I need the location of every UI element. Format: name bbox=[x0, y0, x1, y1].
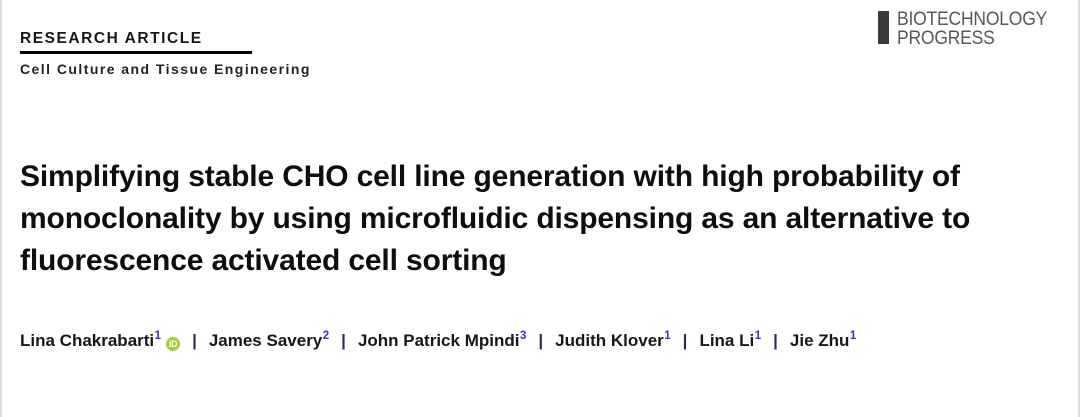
article-title: Simplifying stable CHO cell line generat… bbox=[20, 160, 971, 278]
author-name[interactable]: Judith Klover bbox=[555, 331, 664, 350]
author-entry[interactable]: Judith Klover1 bbox=[555, 331, 671, 350]
journal-logo-line-2: PROGRESS bbox=[896, 27, 995, 49]
author-affiliation-marker[interactable]: 2 bbox=[322, 330, 330, 343]
author-entry[interactable]: Jie Zhu1 bbox=[790, 331, 856, 350]
author-separator: | bbox=[773, 331, 778, 350]
article-type-rule bbox=[20, 51, 252, 55]
author-separator: | bbox=[538, 331, 544, 350]
author-name[interactable]: John Patrick Mpindi bbox=[357, 331, 520, 350]
author-affiliation-marker[interactable]: 1 bbox=[849, 330, 857, 343]
author-list: Lina Chakrabarti1iD | James Savery2 | John P… bbox=[20, 324, 1050, 357]
article-type-block: RESEARCH ARTICLE Cell Culture and Tissue… bbox=[20, 30, 311, 78]
author-affiliation-marker[interactable]: 1 bbox=[754, 330, 762, 343]
journal-logo-bar bbox=[877, 11, 889, 44]
journal-logo-text: BIOTECHNOLOGY PROGRESS bbox=[896, 9, 1060, 49]
author-affiliation-marker[interactable]: 1 bbox=[664, 330, 671, 343]
journal-section-label: Cell Culture and Tissue Engineering bbox=[20, 61, 311, 78]
author-affiliation-marker[interactable]: 3 bbox=[519, 330, 527, 343]
author-entry[interactable]: James Savery2 bbox=[209, 331, 329, 350]
journal-logo: BIOTECHNOLOGY PROGRESS bbox=[877, 9, 1060, 49]
author-entry[interactable]: Lina Chakrabarti1 iD bbox=[20, 330, 181, 351]
orcid-icon[interactable]: iD bbox=[166, 337, 181, 351]
author-separator bbox=[856, 331, 880, 350]
author-entry[interactable]: John Patrick Mpindi3 bbox=[358, 331, 526, 350]
author-name[interactable]: Lina Li bbox=[699, 331, 755, 350]
author-affiliation-marker[interactable]: 1 bbox=[154, 330, 162, 343]
author-separator: | bbox=[682, 331, 688, 350]
author-name[interactable]: Lina Chakrabarti bbox=[20, 331, 155, 350]
author-name[interactable]: James Savery bbox=[208, 331, 323, 350]
journal-logo-line-1: BIOTECHNOLOGY bbox=[896, 9, 1047, 30]
author-separator: | bbox=[192, 331, 197, 350]
author-name[interactable]: Jie Zhu bbox=[789, 331, 850, 350]
author-entry[interactable]: Lina Li1 bbox=[699, 331, 761, 350]
author-separator: | bbox=[341, 331, 346, 350]
article-type-label: RESEARCH ARTICLE bbox=[20, 30, 203, 47]
